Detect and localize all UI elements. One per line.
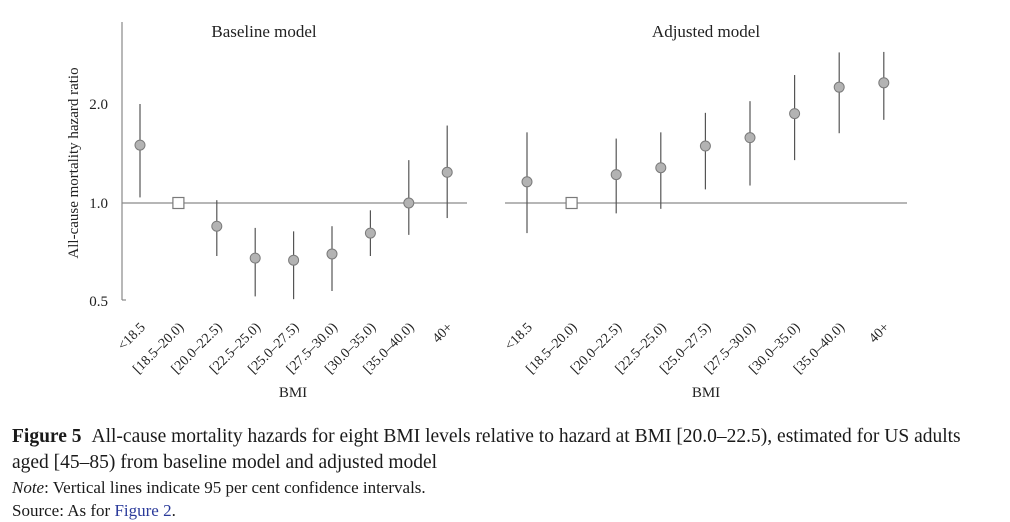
x-tick-label: <18.5 (502, 320, 536, 354)
note-label: Note (12, 478, 45, 497)
x-axis-label-baseline: BMI (279, 385, 307, 401)
source-prefix: Source: As for (12, 501, 115, 520)
data-point (789, 108, 801, 120)
x-tick-label: 40+ (867, 320, 893, 346)
reference-marker (565, 196, 578, 210)
caption-main: Figure 5 All-cause mortality hazards for … (12, 424, 997, 476)
adjusted-panel: <18.5[18.5–20.0)[20.0–22.5)[22.5–25.0)[2… (502, 51, 893, 377)
data-point (833, 81, 845, 93)
x-axis-label-adjusted: BMI (692, 385, 720, 401)
figure-2-link[interactable]: Figure 2 (114, 501, 172, 520)
y-tick-label-0-5: 0.5 (89, 294, 108, 310)
caption-source: Source: As for Figure 2. (12, 499, 997, 522)
data-point (288, 254, 300, 266)
caption-note: Note: Vertical lines indicate 95 per cen… (12, 476, 997, 499)
data-point (610, 169, 622, 181)
data-point (326, 248, 338, 260)
data-point (655, 162, 667, 174)
figure-chart: All-cause mortality hazard ratio 2.0 1.0… (66, 22, 907, 401)
data-point (878, 77, 890, 89)
data-point (521, 176, 533, 188)
figure-caption: Figure 5 All-cause mortality hazards for … (12, 424, 997, 522)
y-tick-label-1-0: 1.0 (89, 196, 108, 212)
data-point (744, 132, 756, 144)
data-point (403, 197, 415, 209)
data-point (441, 166, 453, 178)
y-tick-label-2-0: 2.0 (89, 97, 108, 113)
panel-title-adjusted: Adjusted model (652, 22, 760, 41)
figure-label: Figure 5 (12, 426, 82, 447)
y-axis-label: All-cause mortality hazard ratio (66, 67, 82, 258)
data-point (364, 227, 376, 239)
data-point (699, 140, 711, 152)
note-text: : Vertical lines indicate 95 per cent co… (44, 478, 426, 497)
x-tick-label: <18.5 (115, 320, 149, 354)
x-tick-label: 40+ (430, 320, 456, 346)
data-point (134, 139, 146, 151)
panel-title-baseline: Baseline model (211, 22, 317, 41)
baseline-panel: <18.5[18.5–20.0)[20.0–22.5)[22.5–25.0)[2… (115, 104, 456, 377)
source-suffix: . (171, 501, 176, 520)
reference-marker (172, 196, 185, 210)
data-point (211, 220, 223, 232)
data-point (249, 252, 261, 264)
caption-text: All-cause mortality hazards for eight BM… (12, 426, 961, 473)
